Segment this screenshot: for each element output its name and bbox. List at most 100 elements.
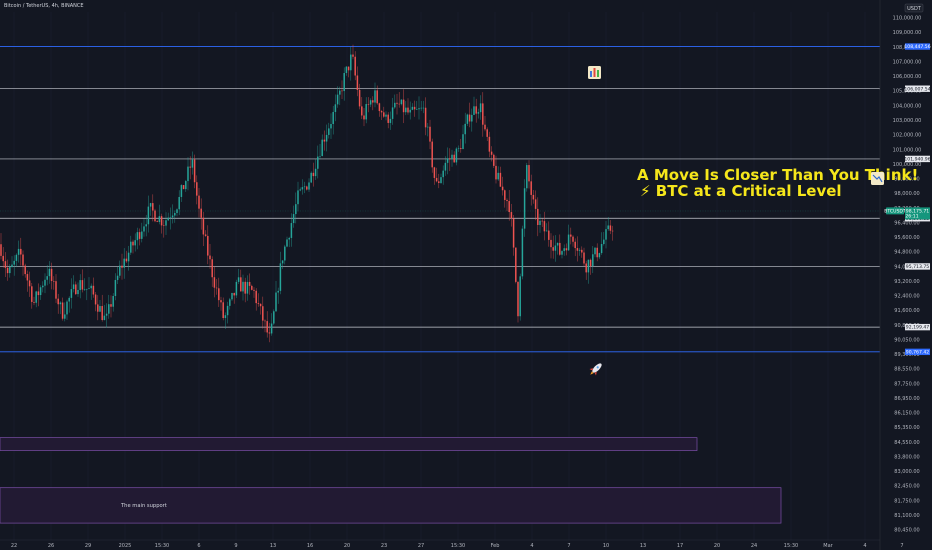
support-zone-label: The main support: [120, 503, 167, 509]
candle-body: [405, 107, 407, 113]
candle-body: [317, 156, 319, 169]
time-tick-label: 15:30: [155, 543, 169, 549]
candle-body: [75, 284, 77, 295]
candle-body: [191, 159, 194, 168]
price-tick-label: 94,800.00: [894, 250, 919, 256]
candle-body: [145, 224, 147, 227]
candle-body: [440, 177, 442, 184]
candle-body: [156, 221, 158, 223]
candle-body: [376, 90, 378, 104]
candle-body: [134, 240, 136, 246]
candle-body: [499, 172, 502, 187]
candle-body: [235, 281, 238, 296]
candle-body: [523, 188, 526, 229]
candle-body: [444, 162, 447, 171]
candle-body: [94, 294, 97, 305]
level-price-label: 106,007.54: [904, 86, 930, 92]
time-axis[interactable]: 22 26 29 2025 15:30 6 9 13 16 20 23 27 15:30 Feb 4 7 10 1…: [11, 543, 904, 549]
candle-body: [325, 134, 328, 142]
candle-body: [521, 228, 524, 277]
candle-body: [363, 115, 365, 120]
candle-body: [603, 239, 605, 244]
candle-body: [143, 226, 145, 232]
time-tick-label: 6: [197, 543, 200, 549]
candle-body: [433, 167, 436, 178]
price-tick-label: 81,100.00: [894, 513, 919, 519]
price-tick-label: 82,450.00: [894, 484, 919, 490]
candle-body: [57, 298, 59, 305]
candle-body: [44, 279, 46, 286]
candle-body: [273, 311, 275, 324]
candle-body: [550, 239, 552, 248]
candle-body: [576, 248, 579, 251]
time-tick-label: 7: [567, 543, 570, 549]
candle-body: [77, 289, 79, 295]
candle-body: [72, 284, 75, 290]
candle-body: [108, 304, 110, 314]
candle-body: [477, 112, 480, 114]
time-tick-label: 4: [530, 543, 533, 549]
candle-body: [119, 265, 121, 276]
candle-body: [561, 251, 563, 255]
candle-body: [570, 234, 572, 237]
candle-body: [554, 245, 557, 251]
candle-body: [389, 118, 392, 123]
candle-body: [451, 154, 453, 160]
candle-body: [416, 109, 418, 110]
candle-body: [35, 291, 37, 303]
level-price-label: 101,940.96: [904, 157, 930, 163]
candle-body: [167, 217, 169, 221]
candle-body: [607, 225, 609, 230]
candle-body: [543, 221, 546, 232]
candle-body: [68, 297, 70, 302]
candle-body: [218, 288, 220, 301]
candle-body: [59, 302, 62, 305]
candle-body: [466, 114, 469, 124]
price-tick-label: 99,000.00: [894, 177, 919, 183]
candle-body: [486, 129, 488, 137]
candle-body: [105, 313, 108, 316]
time-tick-label: 26: [48, 543, 54, 549]
candle-body: [281, 260, 284, 264]
candle-body: [61, 302, 64, 319]
candle-body: [506, 199, 508, 202]
candle-body: [220, 300, 222, 303]
time-tick-label: 20: [714, 543, 720, 549]
time-tick-label: 13: [270, 543, 276, 549]
candle-body: [385, 114, 387, 117]
candle-body: [374, 90, 376, 103]
rocket-icon: [589, 363, 602, 376]
candle-body: [237, 277, 240, 282]
currency-badge[interactable]: [904, 3, 924, 13]
candle-body: [539, 220, 541, 225]
price-tick-label: 86,150.00: [894, 411, 919, 417]
support-zones: The main support: [0, 437, 782, 524]
candle-body: [204, 234, 207, 236]
candle-body: [468, 114, 471, 122]
candle-body: [490, 151, 493, 155]
candle-body: [429, 126, 431, 142]
price-tick-label: 89,300.00: [894, 352, 919, 358]
candle-body: [211, 259, 213, 278]
candle-body: [572, 236, 574, 242]
current-price-tag: [905, 207, 930, 220]
candle-body: [286, 239, 288, 247]
candle-body: [598, 253, 601, 258]
candle-body: [9, 267, 11, 274]
candle-body: [495, 165, 497, 180]
level-price-label: 95,713.75: [906, 264, 929, 270]
headline-line-2: ⚡ BTC at a Critical Level: [640, 182, 842, 200]
candle-body: [431, 141, 433, 168]
price-tick-label: 90,050.00: [894, 337, 919, 343]
candle-body: [46, 276, 48, 280]
candle-body: [182, 185, 185, 190]
candle-body: [464, 123, 466, 135]
candle-body: [121, 265, 123, 268]
candle-body: [149, 203, 152, 207]
candle-body: [356, 75, 359, 90]
candle-body: [354, 56, 356, 76]
candle-body: [589, 259, 592, 267]
candle-body: [130, 241, 132, 253]
